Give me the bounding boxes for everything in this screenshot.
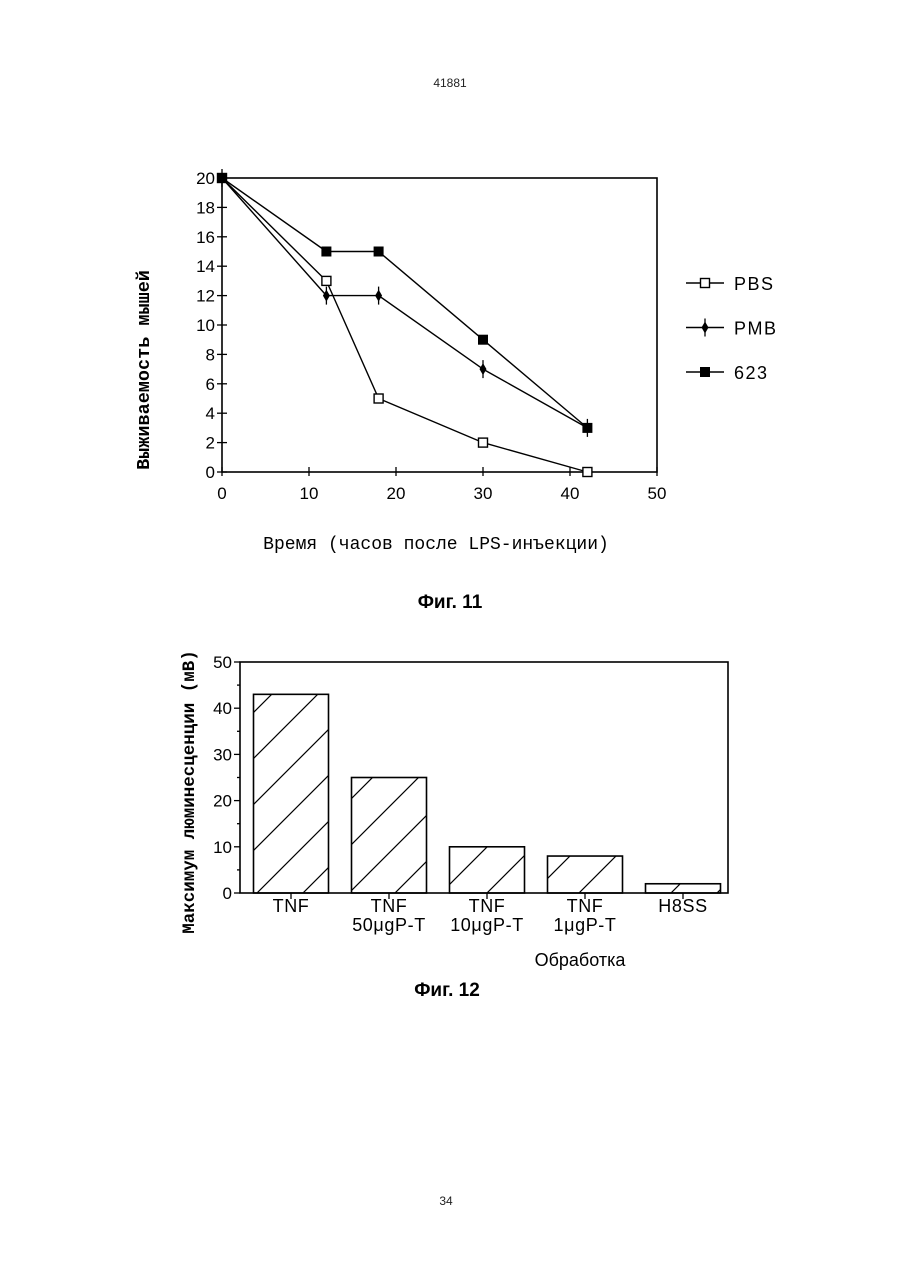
data-point-pmb xyxy=(323,287,330,305)
legend-label-pbs: PBS xyxy=(734,274,775,294)
data-point-623 xyxy=(322,247,331,256)
legend-marker-pbs xyxy=(701,279,710,288)
y-tick-label: 10 xyxy=(196,316,215,335)
series-line-pbs xyxy=(222,178,587,472)
figure-caption: Фиг. 12 xyxy=(414,980,480,1001)
legend-item-pmb: PMB xyxy=(686,319,778,339)
y-tick-label: 20 xyxy=(196,169,215,188)
figure-11-line-chart: 0 2 4 6 8 10 12 14 16 18 20 0 10 20 30 40 50 PBS PMB 623 В… xyxy=(134,169,778,613)
legend-label-623: 623 xyxy=(734,363,769,383)
x-tick-label: 30 xyxy=(474,484,493,503)
y-tick-label: 20 xyxy=(213,792,232,811)
page-number: 34 xyxy=(439,1194,453,1208)
figure-caption: Фиг. 11 xyxy=(418,592,483,613)
y-tick-label: 30 xyxy=(213,745,232,764)
bar-4 xyxy=(548,856,623,893)
x-tick-label: 0 xyxy=(217,484,226,503)
bar-3 xyxy=(450,847,525,893)
y-tick-label: 0 xyxy=(223,884,232,903)
x-tick-label: 50 xyxy=(648,484,667,503)
y-tick-label: 4 xyxy=(206,404,215,423)
data-point-pbs xyxy=(583,468,592,477)
y-tick-label: 16 xyxy=(196,228,215,247)
data-point-623 xyxy=(479,335,488,344)
data-point-pmb xyxy=(375,287,382,305)
series-line-623 xyxy=(222,178,587,428)
y-axis-title: Выживаемость мышей xyxy=(134,270,155,470)
y-tick-label: 14 xyxy=(196,257,215,276)
y-tick-label: 8 xyxy=(206,345,215,364)
data-point-623 xyxy=(583,423,592,432)
data-point-pmb xyxy=(480,360,487,378)
data-point-pbs xyxy=(374,394,383,403)
y-axis-title: Максимум люминесценции (мВ) xyxy=(180,650,200,934)
bar-5 xyxy=(646,884,721,893)
data-point-pbs xyxy=(479,438,488,447)
legend-item-pbs: PBS xyxy=(686,274,775,294)
data-point-pbs xyxy=(322,276,331,285)
y-tick-label: 0 xyxy=(206,463,215,482)
series-lines xyxy=(222,178,587,472)
y-tick-label: 12 xyxy=(196,287,215,306)
y-tick-label: 50 xyxy=(213,653,232,672)
x-axis-title: Время (часов после LPS-инъекции) xyxy=(263,535,609,555)
page-canvas: 41881 0 2 4 6 8 10 12 14 16 18 20 0 10 20 30 40 50 PBS PM… xyxy=(0,0,900,1263)
patent-page: 41881 0 2 4 6 8 10 12 14 16 18 20 0 10 20 30 40 50 PBS PM… xyxy=(0,0,900,1263)
bars xyxy=(254,694,721,893)
bar-2 xyxy=(352,778,427,894)
y-tick-label: 6 xyxy=(206,375,215,394)
document-number: 41881 xyxy=(433,76,467,90)
y-tick-label: 18 xyxy=(196,198,215,217)
x-tick-label: 40 xyxy=(561,484,580,503)
data-point-623 xyxy=(218,174,227,183)
x-axis-title: Обработка xyxy=(535,950,627,970)
x-tick-label: 20 xyxy=(387,484,406,503)
legend-marker-pmb xyxy=(702,319,709,337)
figure-12-bar-chart: 01020304050 Максимум люминесценции (мВ) … xyxy=(180,650,728,1001)
y-tick-label: 40 xyxy=(213,699,232,718)
axes: 0 2 4 6 8 10 12 14 16 18 20 0 10 20 30 40 50 xyxy=(196,169,666,503)
legend-item-623: 623 xyxy=(686,363,769,383)
bar-1 xyxy=(254,694,329,893)
y-tick-label: 10 xyxy=(213,838,232,857)
data-point-623 xyxy=(374,247,383,256)
legend-marker-623 xyxy=(701,368,710,377)
x-tick-label: 10 xyxy=(300,484,319,503)
series-line-pmb xyxy=(222,178,587,428)
y-tick-label: 2 xyxy=(206,434,215,453)
legend-label-pmb: PMB xyxy=(734,319,778,339)
legend: PBS PMB 623 xyxy=(686,274,778,383)
